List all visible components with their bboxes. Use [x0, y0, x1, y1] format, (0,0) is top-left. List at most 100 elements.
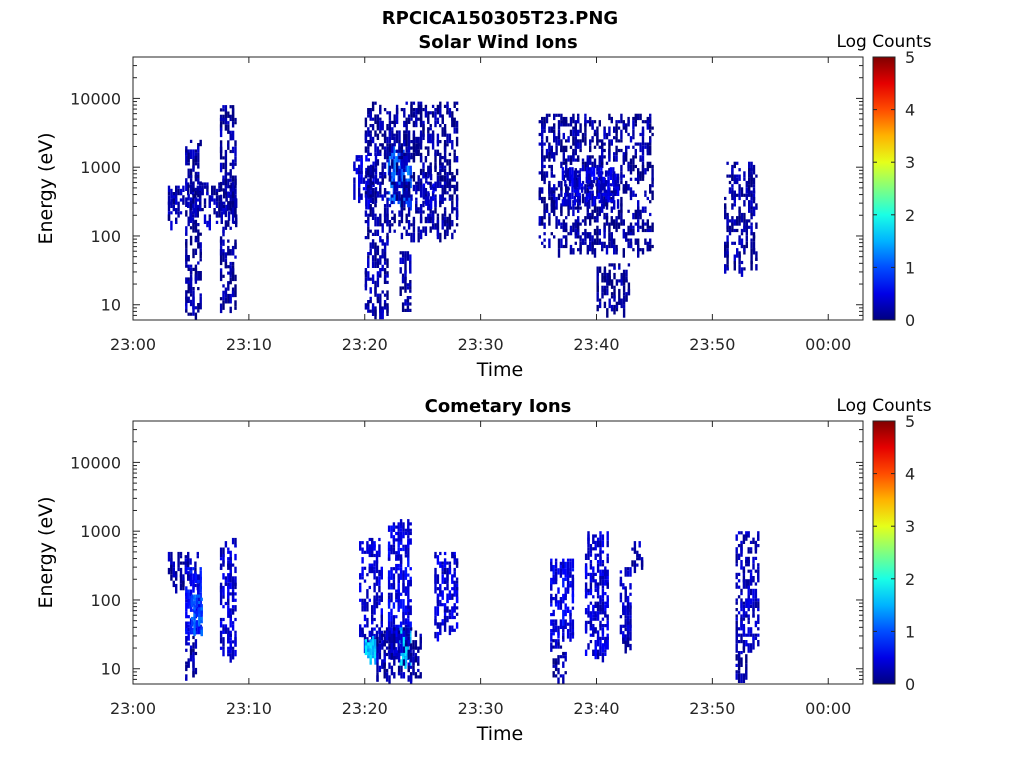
- count-pixel: [750, 206, 753, 210]
- count-pixel: [415, 184, 418, 195]
- count-pixel: [448, 567, 452, 575]
- count-pixel: [192, 248, 195, 259]
- count-pixel: [404, 573, 408, 580]
- count-pixel: [742, 534, 746, 544]
- count-pixel: [545, 171, 549, 178]
- count-pixel: [194, 219, 198, 223]
- count-cluster: [584, 531, 609, 663]
- count-pixel: [393, 184, 396, 195]
- count-pixel: [609, 173, 613, 177]
- count-pixel: [596, 652, 600, 660]
- count-pixel: [579, 142, 582, 149]
- count-pixel: [395, 149, 399, 153]
- count-pixel: [750, 193, 753, 197]
- count-pixel: [185, 677, 188, 681]
- count-pixel: [225, 192, 228, 202]
- count-pixel: [391, 120, 394, 124]
- count-pixel: [557, 180, 561, 188]
- count-pixel: [369, 124, 372, 128]
- count-pixel: [189, 208, 192, 218]
- count-pixel: [451, 551, 454, 559]
- count-pixel: [392, 602, 396, 609]
- count-pixel: [431, 140, 435, 150]
- count-pixel: [434, 156, 437, 163]
- count-pixel: [448, 612, 452, 616]
- count-pixel: [552, 658, 555, 665]
- count-pixel: [552, 609, 555, 617]
- count-pixel: [573, 170, 577, 180]
- count-pixel: [409, 630, 412, 634]
- count-pixel: [393, 672, 396, 679]
- count-pixel: [451, 577, 454, 584]
- count-pixel: [601, 560, 605, 564]
- colorbar-tick-label: 4: [905, 101, 915, 120]
- count-pixel: [219, 595, 223, 606]
- count-pixel: [189, 648, 193, 659]
- count-pixel: [215, 220, 219, 224]
- count-pixel: [387, 602, 391, 609]
- count-pixel: [403, 181, 406, 188]
- count-pixel: [197, 194, 200, 198]
- count-pixel: [562, 655, 565, 659]
- count-pixel: [407, 583, 410, 593]
- count-pixel: [194, 188, 197, 199]
- count-pixel: [557, 600, 560, 610]
- count-pixel: [234, 566, 237, 574]
- panel-title: Solar Wind Ions: [418, 32, 577, 53]
- count-pixel: [231, 146, 235, 150]
- count-pixel: [371, 605, 374, 615]
- count-pixel: [231, 621, 235, 625]
- count-pixel: [738, 254, 741, 265]
- count-pixel: [395, 172, 399, 176]
- count-pixel: [593, 238, 597, 245]
- count-pixel: [441, 622, 444, 626]
- count-pixel: [565, 241, 568, 245]
- count-pixel: [229, 293, 232, 304]
- count-pixel: [387, 576, 391, 580]
- count-pixel: [629, 232, 633, 236]
- count-pixel: [754, 633, 758, 637]
- count-pixel: [399, 547, 403, 552]
- count-pixel: [752, 238, 756, 242]
- count-pixel: [417, 149, 420, 156]
- count-pixel: [229, 637, 232, 641]
- count-pixel: [550, 164, 553, 172]
- count-pixel: [752, 556, 755, 560]
- count-pixel: [427, 199, 430, 210]
- count-pixel: [586, 206, 589, 213]
- count-pixel: [353, 164, 356, 168]
- count-pixel: [560, 206, 563, 217]
- count-pixel: [569, 558, 572, 562]
- count-pixel: [187, 182, 190, 186]
- count-pixel: [637, 168, 640, 178]
- count-pixel: [407, 535, 410, 539]
- count-pixel: [624, 589, 627, 600]
- count-pixel: [548, 216, 551, 226]
- count-pixel: [376, 146, 380, 156]
- count-pixel: [392, 567, 396, 571]
- count-pixel: [381, 264, 384, 272]
- count-pixel: [383, 293, 387, 297]
- count-pixel: [422, 210, 425, 214]
- colorbar-tick-label: 2: [905, 570, 915, 589]
- count-pixel: [390, 194, 393, 205]
- count-pixel: [227, 111, 230, 118]
- count-pixel: [387, 191, 391, 195]
- count-pixel: [429, 226, 432, 233]
- count-pixel: [386, 258, 389, 268]
- count-pixel: [606, 553, 609, 557]
- count-pixel: [726, 161, 729, 165]
- count-pixel: [404, 254, 407, 264]
- count-pixel: [419, 216, 423, 224]
- count-pixel: [229, 261, 232, 266]
- count-pixel: [560, 123, 563, 127]
- count-pixel: [234, 284, 237, 288]
- count-pixel: [378, 595, 381, 599]
- count-pixel: [388, 152, 392, 156]
- count-pixel: [619, 583, 623, 587]
- count-pixel: [373, 627, 376, 631]
- count-pixel: [417, 207, 420, 211]
- count-pixel: [399, 519, 403, 529]
- count-pixel: [443, 587, 447, 591]
- count-pixel: [455, 596, 459, 604]
